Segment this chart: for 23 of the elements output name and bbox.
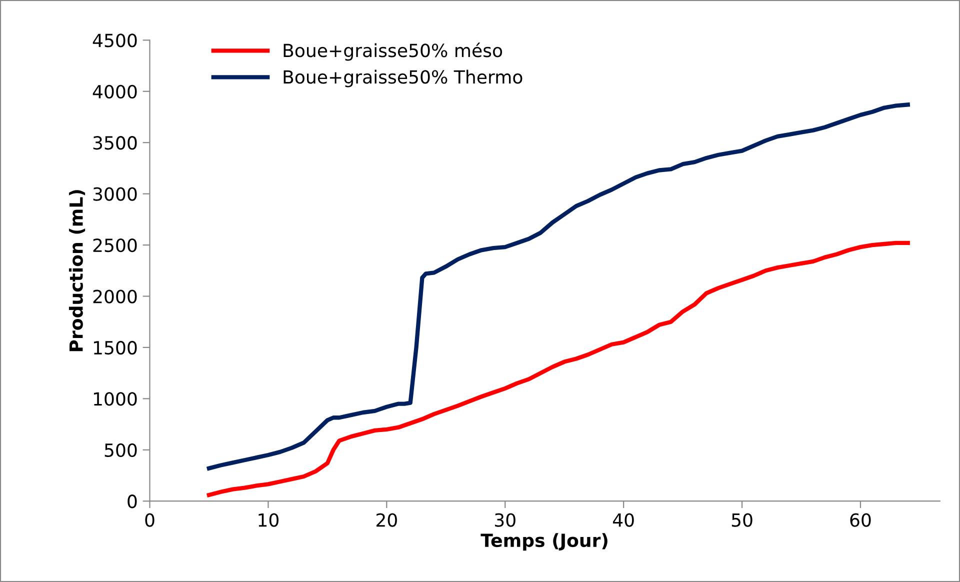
line-series xyxy=(206,102,910,470)
y-tick-label: 3000 xyxy=(93,187,137,201)
y-axis-title: Production (mL) xyxy=(68,190,86,352)
y-tick-label: 500 xyxy=(104,443,137,457)
legend-label: Boue+graisse50% Thermo xyxy=(284,70,522,88)
y-tick-label: 2000 xyxy=(93,290,137,304)
y-tick-label: 2500 xyxy=(93,238,137,252)
x-tick-label: 50 xyxy=(732,513,752,527)
y-tick-label: 4000 xyxy=(92,84,137,98)
y-tick-label: 1000 xyxy=(94,392,137,406)
x-axis-title: Temps (Jour) xyxy=(480,533,608,551)
x-tick-label: 20 xyxy=(376,513,397,527)
x-tick-label: 10 xyxy=(258,513,278,527)
x-tick-label: 30 xyxy=(495,513,516,527)
y-tick-label: 3500 xyxy=(93,136,137,150)
y-tick-label: 4500 xyxy=(92,34,137,48)
y-tick-label: 1500 xyxy=(94,340,137,355)
line-series xyxy=(206,240,910,498)
x-tick-label: 0 xyxy=(145,513,154,527)
x-tick-label: 40 xyxy=(612,513,634,527)
x-tick-label: 60 xyxy=(850,513,871,527)
y-tick-label: 0 xyxy=(128,494,137,508)
legend-label: Boue+graisse50% méso xyxy=(284,42,502,61)
